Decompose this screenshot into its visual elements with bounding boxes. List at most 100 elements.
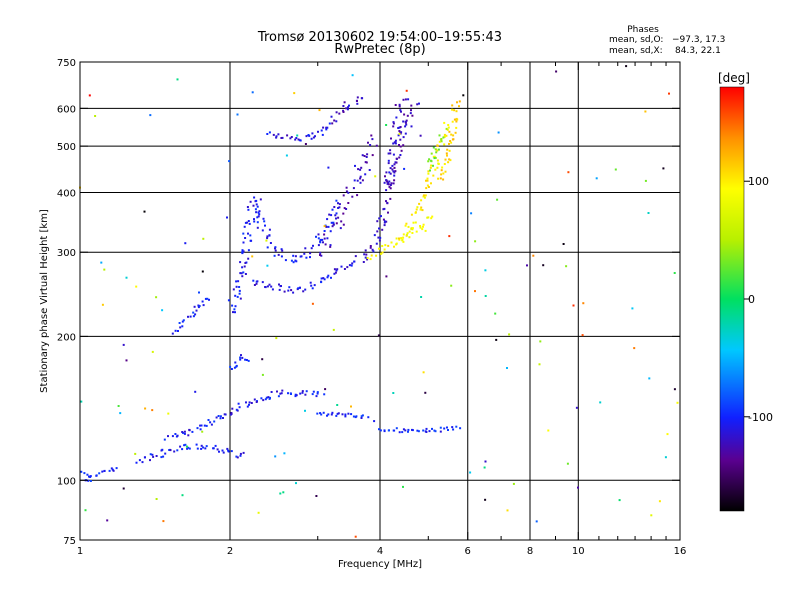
echo-point [389, 197, 392, 200]
echo-point [290, 289, 293, 292]
echo-point [410, 104, 413, 107]
echo-point [484, 460, 487, 463]
echo-point [408, 230, 411, 233]
echo-point [307, 134, 310, 136]
echo-point [348, 264, 351, 267]
echo-point [286, 134, 289, 137]
echo-point [246, 221, 249, 224]
echo-point [353, 179, 356, 182]
echo-point [378, 217, 381, 220]
echo-point [242, 451, 245, 454]
echo-point [453, 118, 456, 121]
echo-point [402, 144, 405, 147]
echo-point [295, 482, 297, 485]
echo-point [297, 287, 299, 290]
echo-point [176, 449, 179, 452]
echo-point [305, 390, 308, 393]
echo-point [334, 214, 337, 217]
echo-point [262, 217, 265, 220]
echo-point [108, 469, 111, 472]
echo-point [440, 138, 443, 141]
echo-point [341, 413, 344, 416]
echo-point [279, 492, 282, 495]
x-tick-label: 1 [77, 546, 83, 557]
echo-point [411, 114, 414, 117]
echo-point [181, 494, 184, 497]
echo-point [266, 285, 269, 288]
echo-point [242, 232, 245, 235]
echo-point [361, 97, 364, 100]
echo-point [155, 455, 158, 457]
echo-point [387, 183, 390, 186]
echo-point [283, 290, 286, 293]
echo-point [265, 396, 268, 399]
echo-point [239, 358, 242, 361]
stats-x-values: 84.3, 22.1 [675, 46, 721, 56]
echo-point [244, 221, 247, 224]
echo-point [275, 135, 278, 138]
echo-point [210, 423, 213, 426]
echo-point [384, 175, 386, 178]
colorbar-ticks: 100 0 -100 [744, 175, 773, 424]
echo-point [241, 249, 244, 252]
echo-point [347, 202, 350, 204]
echo-point [181, 448, 184, 451]
echo-point [400, 131, 403, 134]
echo-point [446, 148, 449, 151]
echo-point [333, 119, 336, 122]
echo-point [404, 224, 407, 227]
echo-point [209, 421, 212, 424]
echo-point [410, 227, 413, 230]
x-axis-label: Frequency [MHz] [338, 559, 422, 570]
echo-point [195, 309, 198, 312]
echo-point [162, 520, 165, 523]
echo-point [387, 152, 390, 155]
echo-point [342, 212, 345, 215]
echo-point [239, 272, 242, 275]
echo-point [424, 194, 427, 197]
echo-point [462, 94, 465, 97]
echo-point [296, 134, 299, 137]
echo-point [381, 245, 384, 247]
echo-point [437, 162, 440, 165]
echo-point [405, 123, 408, 126]
echo-point [192, 311, 195, 314]
echo-point [238, 289, 241, 292]
echo-point [398, 103, 401, 106]
echo-point [393, 171, 396, 174]
echo-point [428, 158, 431, 161]
echo-point [402, 98, 405, 101]
echo-point [449, 159, 452, 162]
echo-point [342, 109, 345, 112]
echo-point [301, 391, 304, 394]
echo-point [378, 247, 380, 250]
echo-point [376, 220, 379, 223]
echo-point [285, 154, 288, 157]
echo-point [256, 216, 259, 219]
echo-point [204, 447, 207, 450]
echo-point [633, 347, 636, 350]
echo-point [320, 413, 323, 416]
echo-point [365, 156, 368, 158]
echo-point [647, 212, 650, 214]
echo-point [430, 182, 432, 185]
echo-point [320, 254, 323, 257]
echo-point [348, 104, 350, 107]
echo-point [383, 224, 386, 227]
echo-point [455, 120, 458, 123]
echo-point [450, 284, 453, 287]
echo-point [273, 254, 276, 257]
echo-point [381, 228, 384, 231]
echo-point [202, 446, 205, 449]
echo-point [322, 277, 325, 280]
echo-point [443, 427, 446, 430]
echo-point [277, 253, 280, 256]
echo-point [405, 233, 408, 236]
echo-point [311, 302, 314, 305]
echo-point [390, 137, 392, 140]
echo-point [315, 235, 317, 238]
echo-point [411, 227, 414, 230]
echo-point [425, 427, 428, 430]
echo-point [421, 228, 424, 231]
echo-point [391, 164, 394, 167]
